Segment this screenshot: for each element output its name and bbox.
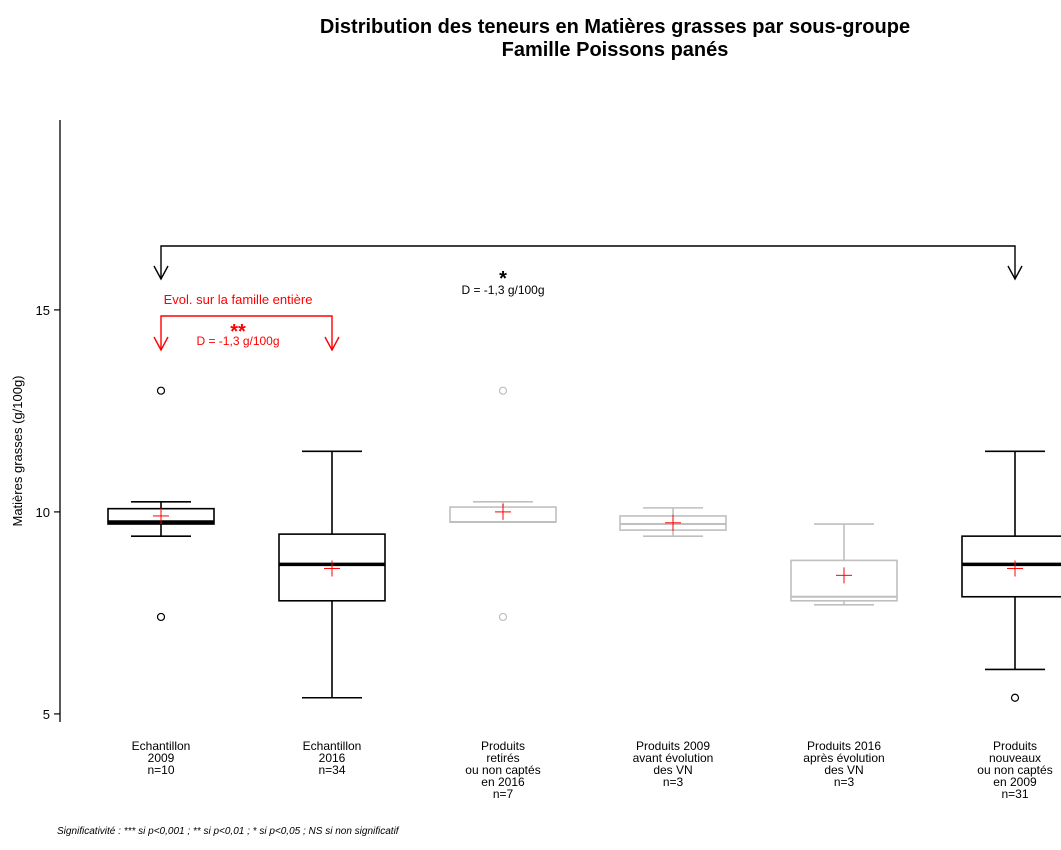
bracket-arrowhead <box>324 336 340 352</box>
category-label: des VN <box>824 763 863 777</box>
y-tick-label: 10 <box>36 505 50 520</box>
category-label: 2009 <box>148 751 175 765</box>
bracket-arrowhead <box>153 265 169 281</box>
outlier-point <box>156 612 166 622</box>
category-label: retirés <box>486 751 519 765</box>
bracket-arrowhead <box>153 336 169 352</box>
category-label: avant évolution <box>633 751 714 765</box>
y-axis-label: Matières grasses (g/100g) <box>10 375 25 526</box>
global-significance-stars: * <box>499 268 507 290</box>
chart-subtitle: Famille Poissons panés <box>501 39 729 61</box>
global-comparison-bracket <box>160 245 1016 278</box>
category-label: Produits <box>481 739 525 753</box>
category-label: nouveaux <box>989 751 1041 765</box>
category-label: n=34 <box>318 763 345 777</box>
family-comparison-bracket <box>160 315 333 350</box>
bracket-arrowhead <box>1007 265 1023 281</box>
family-evolution-label: Evol. sur la famille entière <box>164 292 313 307</box>
category-label: n=10 <box>147 763 174 777</box>
family-significance-stars: ** <box>230 321 246 343</box>
category-label: n=3 <box>834 775 855 789</box>
global-difference-label: D = -1,3 g/100g <box>461 283 544 297</box>
category-label: 2016 <box>319 751 346 765</box>
outlier-point <box>498 612 508 622</box>
category-label: ou non captés <box>977 763 1052 777</box>
category-label: en 2009 <box>993 775 1037 789</box>
y-tick-label: 5 <box>43 707 50 722</box>
family-difference-label: D = -1,3 g/100g <box>196 334 279 348</box>
category-label: n=3 <box>663 775 684 789</box>
box <box>961 535 1061 598</box>
category-label: n=31 <box>1001 787 1028 801</box>
chart-title: Distribution des teneurs en Matières gra… <box>319 16 911 38</box>
category-label: en 2016 <box>481 775 525 789</box>
outlier-point <box>156 386 166 395</box>
y-tick-label: 15 <box>36 303 50 318</box>
category-label: ou non captés <box>465 763 540 777</box>
category-label: n=7 <box>493 787 514 801</box>
category-label: Produits <box>993 739 1037 753</box>
category-label: Echantillon <box>303 739 362 753</box>
category-label: Produits 2016 <box>807 739 881 753</box>
category-label: Produits 2009 <box>636 739 710 753</box>
category-label: des VN <box>653 763 692 777</box>
significance-footnote: Significativité : *** si p<0,001 ; ** si… <box>57 826 399 837</box>
category-label: Echantillon <box>132 739 191 753</box>
outlier-point <box>1010 693 1020 702</box>
category-label: après évolution <box>803 751 884 765</box>
outlier-point <box>498 386 508 395</box>
